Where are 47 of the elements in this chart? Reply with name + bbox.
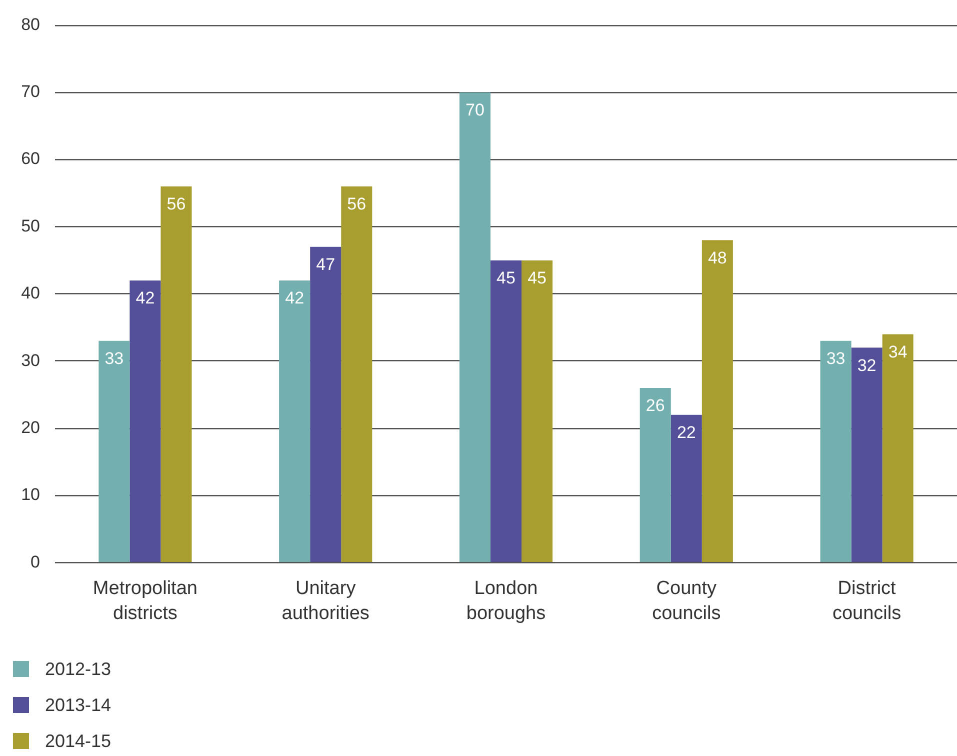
- bar: [670, 414, 702, 562]
- data-label: 45: [528, 268, 546, 288]
- bar: [279, 280, 310, 562]
- legend-label: 2013-14: [45, 695, 112, 715]
- data-label: 70: [466, 100, 484, 120]
- y-tick-label: 40: [21, 284, 40, 303]
- data-label: 33: [826, 349, 846, 368]
- x-tick-label: County councils: [652, 578, 721, 624]
- bar: [310, 246, 342, 562]
- legend-label: 2014-15: [45, 731, 112, 751]
- data-label: 56: [347, 194, 366, 214]
- data-label: 56: [166, 194, 186, 214]
- y-tick-label: 0: [30, 552, 40, 572]
- bar: [490, 260, 522, 562]
- bar: [341, 186, 372, 562]
- data-label: 32: [857, 356, 876, 375]
- data-label: 42: [136, 288, 155, 308]
- bar: [851, 348, 882, 562]
- bar: [640, 388, 671, 562]
- bar: [820, 340, 852, 562]
- data-label: 42: [285, 288, 304, 308]
- y-tick-label: 70: [21, 82, 40, 102]
- x-tick-label: Metropolitan districts: [92, 578, 198, 624]
- data-label: 33: [104, 349, 124, 368]
- y-tick-label: 60: [21, 149, 40, 168]
- data-label: 48: [708, 248, 727, 268]
- data-label: 47: [316, 255, 336, 274]
- bar: [522, 260, 553, 562]
- data-label: 34: [888, 342, 908, 362]
- data-label: 45: [496, 268, 516, 288]
- data-label: 26: [646, 396, 665, 416]
- legend-label: 2012-13: [45, 659, 112, 679]
- bar: [882, 334, 914, 562]
- y-tick-label: 80: [21, 14, 40, 34]
- bar: [130, 280, 161, 562]
- y-tick-label: 20: [21, 418, 40, 437]
- x-tick-label: London boroughs: [466, 578, 546, 624]
- bar: [160, 186, 192, 562]
- bar: [98, 340, 130, 562]
- y-tick-label: 30: [21, 350, 40, 370]
- bar: [702, 240, 733, 562]
- bar: [459, 92, 490, 562]
- data-label: 22: [676, 423, 696, 442]
- y-tick-label: 10: [21, 485, 40, 504]
- y-tick-label: 50: [21, 216, 40, 236]
- x-tick-label: District councils: [832, 578, 902, 624]
- x-tick-label: Unitary authorities: [282, 578, 370, 624]
